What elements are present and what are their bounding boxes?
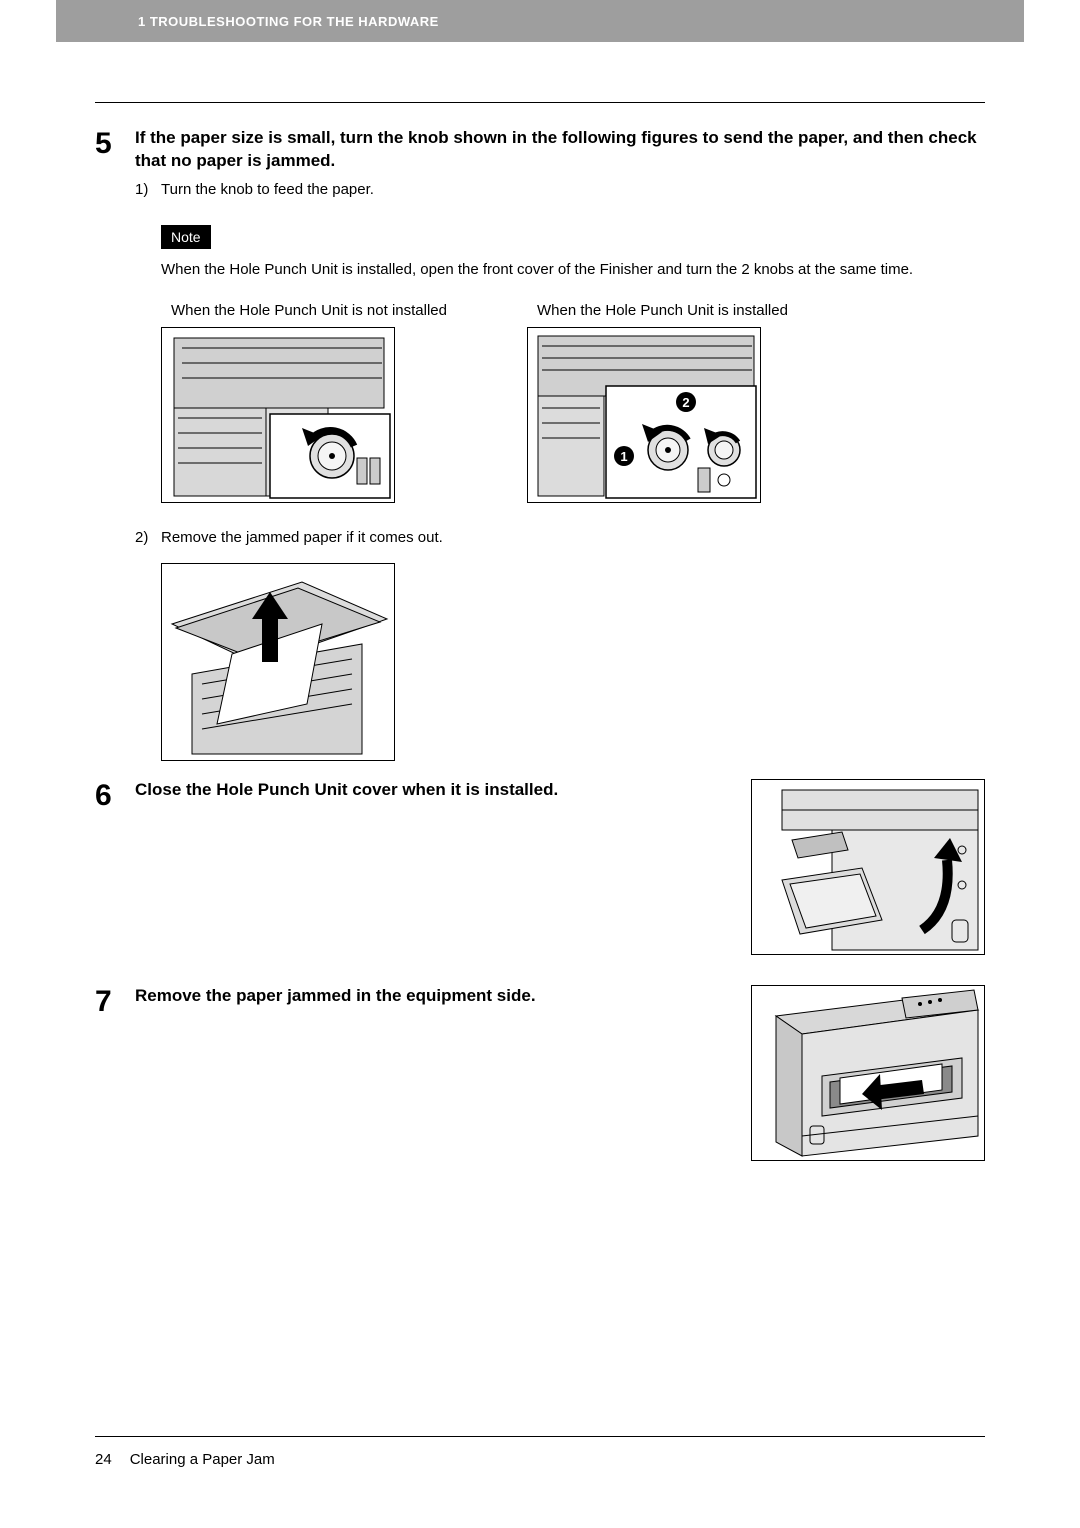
- step-7-body: Remove the paper jammed in the equipment…: [135, 985, 721, 1161]
- step-7-title: Remove the paper jammed in the equipment…: [135, 985, 721, 1008]
- svg-text:1: 1: [620, 449, 627, 464]
- content-area: 5 If the paper size is small, turn the k…: [0, 42, 1080, 1161]
- figure-remove-paper: [161, 563, 395, 761]
- figure-knob-with-punch: 1 2: [527, 327, 761, 503]
- fig2-caption: When the Hole Punch Unit is installed: [527, 302, 788, 319]
- page-number: 24: [95, 1451, 112, 1468]
- header-bar: 1 TROUBLESHOOTING FOR THE HARDWARE: [56, 0, 1024, 42]
- substep-1-num: 1): [135, 179, 161, 202]
- figure-3-wrap: [135, 563, 985, 761]
- step-7-num: 7: [95, 985, 135, 1161]
- figure-remove-equipment-side: [751, 985, 985, 1161]
- figure-col-right: When the Hole Punch Unit is installed: [527, 302, 788, 503]
- figure-col-left: When the Hole Punch Unit is not installe…: [161, 302, 447, 503]
- step-7-row: 7 Remove the paper jammed in the equipme…: [95, 985, 985, 1161]
- footer-separator: [95, 1436, 985, 1437]
- page-container: 1 TROUBLESHOOTING FOR THE HARDWARE 5 If …: [0, 0, 1080, 1528]
- step-6-num: 6: [95, 779, 135, 955]
- footer-text: 24 Clearing a Paper Jam: [95, 1451, 985, 1468]
- step-5: 5 If the paper size is small, turn the k…: [95, 127, 985, 761]
- substep-1-text: Turn the knob to feed the paper.: [161, 181, 374, 198]
- step-5-num: 5: [95, 127, 135, 761]
- figure-knob-no-punch: [161, 327, 395, 503]
- note-block: Note When the Hole Punch Unit is install…: [135, 215, 985, 282]
- step-6: 6 Close the Hole Punch Unit cover when i…: [95, 779, 721, 955]
- step-5-body: If the paper size is small, turn the kno…: [135, 127, 985, 761]
- step-5-title: If the paper size is small, turn the kno…: [135, 127, 985, 173]
- svg-text:2: 2: [682, 395, 689, 410]
- footer: 24 Clearing a Paper Jam: [95, 1436, 985, 1468]
- note-label: Note: [161, 225, 211, 249]
- step-6-body: Close the Hole Punch Unit cover when it …: [135, 779, 721, 955]
- fig1-caption: When the Hole Punch Unit is not installe…: [161, 302, 447, 319]
- figure-row-1: When the Hole Punch Unit is not installe…: [135, 302, 985, 503]
- substep-2-text: Remove the jammed paper if it comes out.: [161, 529, 443, 546]
- substep-2-num: 2): [135, 527, 161, 550]
- footer-section: Clearing a Paper Jam: [130, 1451, 275, 1468]
- step-5-sub2: 2)Remove the jammed paper if it comes ou…: [135, 527, 985, 550]
- header-chapter: 1 TROUBLESHOOTING FOR THE HARDWARE: [138, 14, 439, 29]
- step-5-sub1: 1)Turn the knob to feed the paper.: [135, 179, 985, 202]
- step-6-row: 6 Close the Hole Punch Unit cover when i…: [95, 779, 985, 955]
- top-separator: [95, 102, 985, 103]
- step-7: 7 Remove the paper jammed in the equipme…: [95, 985, 721, 1161]
- note-text: When the Hole Punch Unit is installed, o…: [161, 259, 985, 282]
- figure-close-cover: [751, 779, 985, 955]
- step-6-title: Close the Hole Punch Unit cover when it …: [135, 779, 721, 802]
